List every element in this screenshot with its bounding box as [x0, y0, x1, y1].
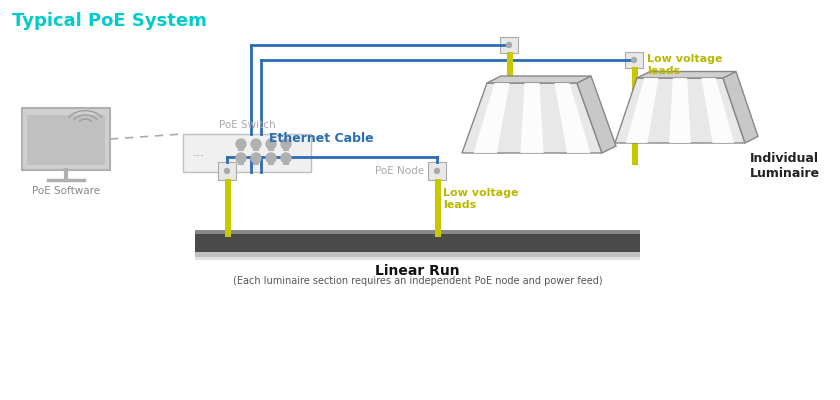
FancyBboxPatch shape — [283, 144, 289, 151]
Circle shape — [281, 153, 291, 163]
Circle shape — [251, 153, 261, 163]
FancyBboxPatch shape — [183, 134, 311, 172]
Text: Low voltage
leads: Low voltage leads — [443, 188, 518, 210]
Text: ...: ... — [193, 146, 205, 160]
Text: Linear Run: Linear Run — [375, 264, 459, 278]
Text: Ethernet Cable: Ethernet Cable — [269, 132, 374, 145]
FancyBboxPatch shape — [195, 230, 640, 252]
Circle shape — [632, 58, 637, 62]
Text: Typical PoE System: Typical PoE System — [12, 12, 207, 30]
Circle shape — [251, 139, 261, 149]
FancyBboxPatch shape — [238, 144, 244, 151]
Text: PoE Node: PoE Node — [375, 166, 424, 176]
FancyBboxPatch shape — [428, 162, 446, 180]
Polygon shape — [474, 83, 510, 153]
Polygon shape — [487, 76, 591, 83]
Polygon shape — [615, 78, 745, 143]
Polygon shape — [626, 78, 659, 143]
Circle shape — [507, 42, 512, 48]
Polygon shape — [520, 83, 543, 153]
Polygon shape — [577, 76, 616, 153]
Polygon shape — [669, 78, 690, 143]
Text: (Each luminaire section requires an independent PoE node and power feed): (Each luminaire section requires an inde… — [233, 276, 602, 286]
FancyBboxPatch shape — [625, 52, 643, 68]
Text: PoE Software: PoE Software — [32, 186, 100, 196]
FancyBboxPatch shape — [22, 108, 110, 170]
FancyBboxPatch shape — [253, 158, 259, 165]
FancyBboxPatch shape — [218, 162, 236, 180]
FancyBboxPatch shape — [238, 158, 244, 165]
Circle shape — [266, 139, 276, 149]
Polygon shape — [554, 83, 591, 153]
Polygon shape — [462, 83, 602, 153]
Circle shape — [236, 153, 246, 163]
FancyBboxPatch shape — [268, 158, 274, 165]
Polygon shape — [723, 72, 758, 143]
Text: PoE Switch: PoE Switch — [218, 120, 276, 130]
FancyBboxPatch shape — [500, 37, 518, 53]
FancyBboxPatch shape — [195, 230, 640, 234]
Polygon shape — [701, 78, 734, 143]
FancyBboxPatch shape — [27, 115, 105, 165]
Circle shape — [281, 139, 291, 149]
FancyBboxPatch shape — [195, 252, 640, 257]
Text: Low voltage
leads: Low voltage leads — [647, 54, 722, 76]
FancyBboxPatch shape — [253, 144, 259, 151]
Polygon shape — [637, 72, 736, 78]
Circle shape — [236, 139, 246, 149]
Circle shape — [224, 168, 229, 174]
Text: Individual
Luminaire: Individual Luminaire — [750, 152, 820, 180]
FancyBboxPatch shape — [268, 144, 274, 151]
Circle shape — [266, 153, 276, 163]
Circle shape — [434, 168, 439, 174]
FancyBboxPatch shape — [283, 158, 289, 165]
FancyBboxPatch shape — [195, 257, 640, 260]
